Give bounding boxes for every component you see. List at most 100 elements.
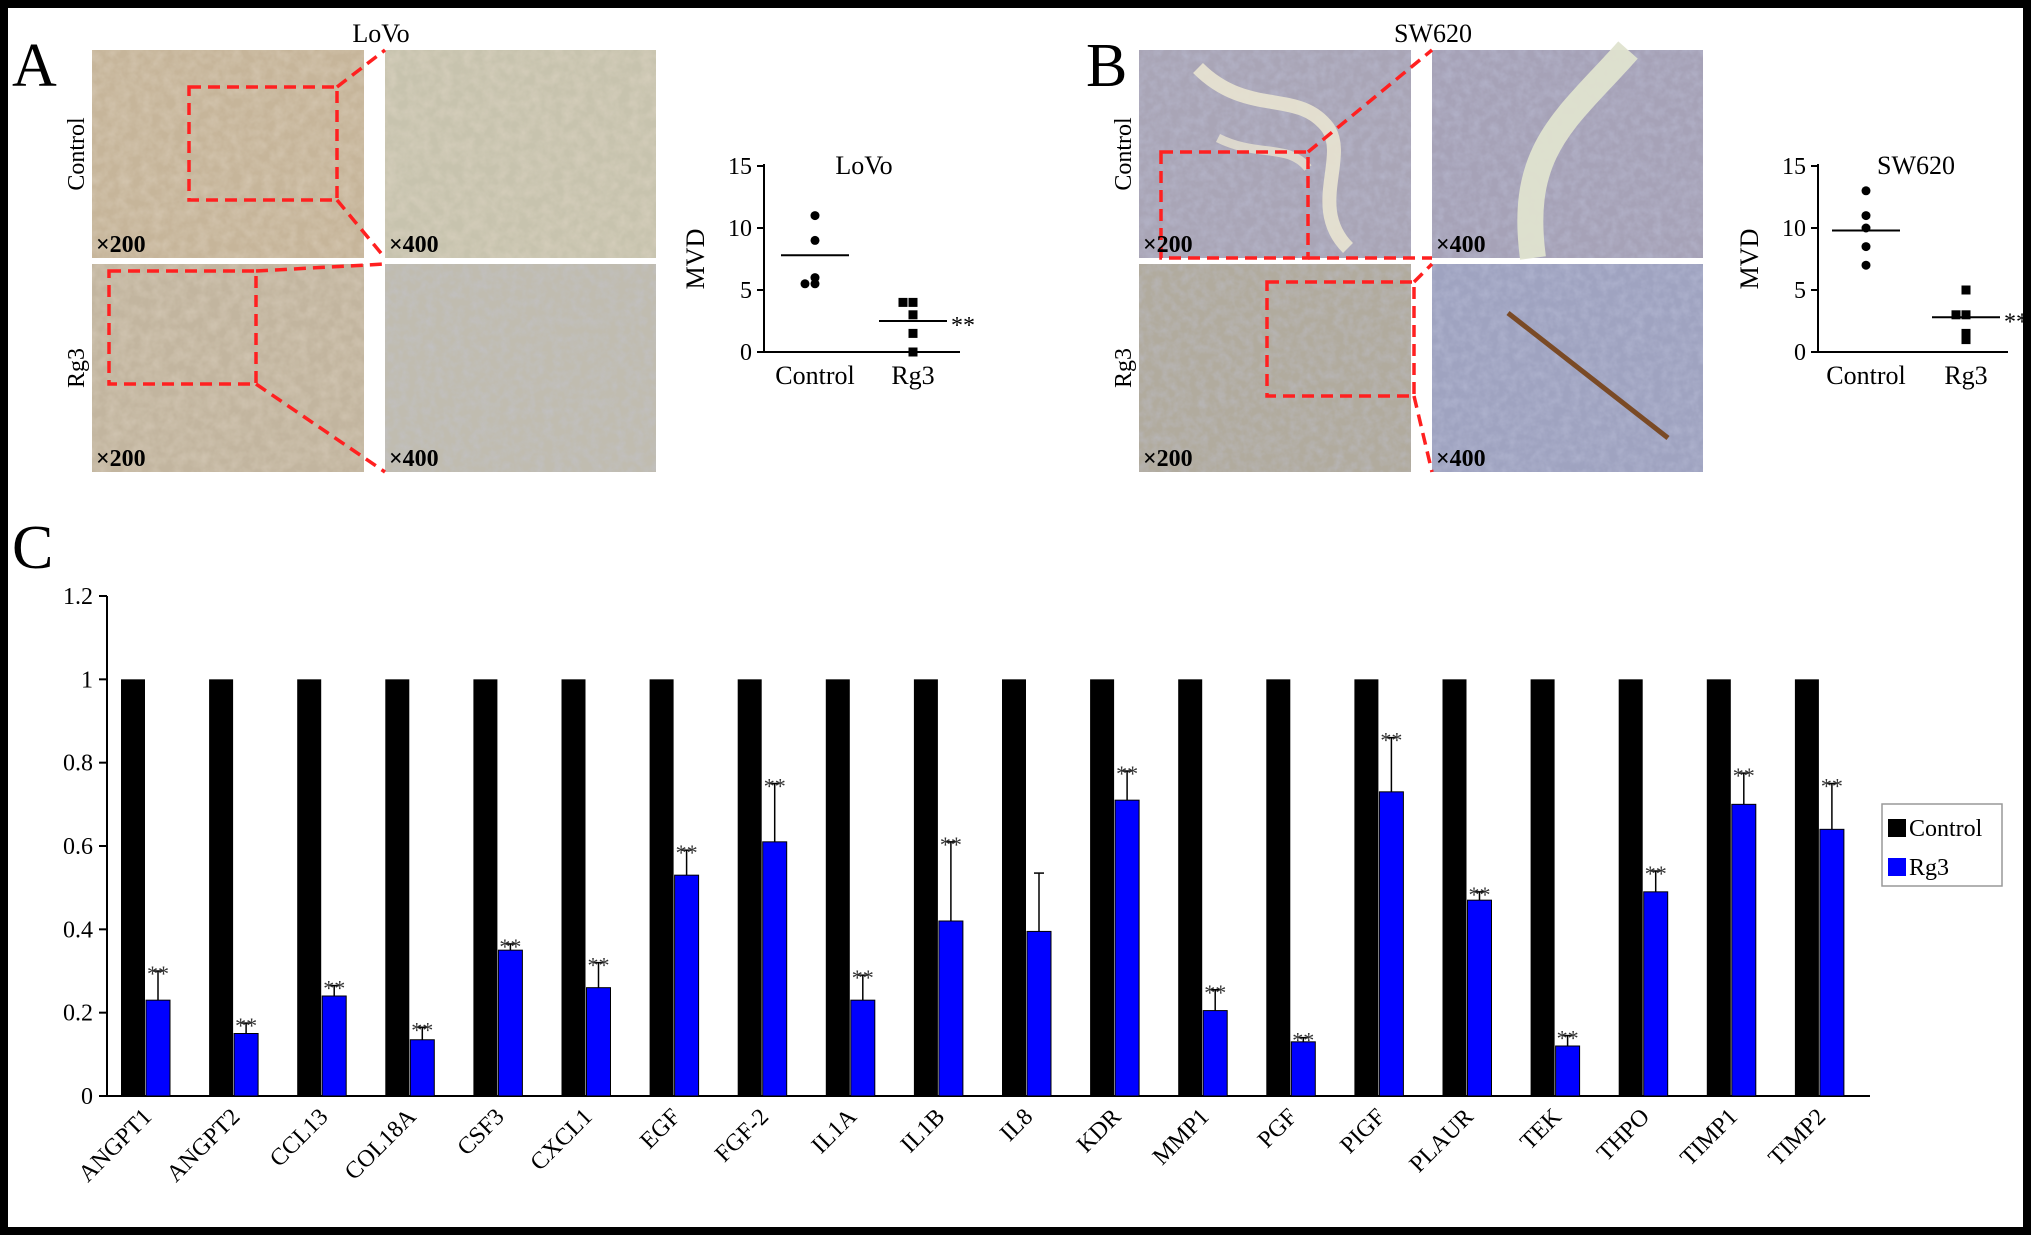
bar-rg3 <box>1378 791 1404 1097</box>
significance-marker: ** <box>1204 980 1226 1005</box>
data-point-control <box>810 211 820 221</box>
micrograph-sw620-rg3-x200 <box>1139 264 1411 472</box>
bar-control <box>1090 679 1115 1096</box>
significance-marker: ** <box>1557 1026 1579 1051</box>
y-tick-label: 1.2 <box>63 584 93 610</box>
bar-rg3 <box>938 920 964 1097</box>
bar-control <box>121 679 145 1096</box>
x-tick-label: ANGPT1 <box>74 1104 157 1187</box>
panel-b-micrographs: SW620 <box>1111 19 1703 473</box>
x-tick-label: PIGF <box>1335 1104 1390 1159</box>
roi-connector <box>255 382 386 474</box>
data-point-control <box>810 279 820 289</box>
micrograph-sw620-rg3-x400 <box>1432 264 1703 472</box>
panel-a-letter: A <box>12 32 57 100</box>
significance-marker: ** <box>852 965 874 990</box>
y-tick-label: 10 <box>728 216 752 242</box>
x-tick-label: THPO <box>1592 1104 1655 1167</box>
bar-rg3 <box>850 999 876 1097</box>
significance-marker: ** <box>951 313 975 339</box>
bar-rg3 <box>1114 799 1140 1097</box>
x-tick-label: Control <box>1826 361 1905 390</box>
x-tick-label: TIMP2 <box>1764 1104 1831 1171</box>
bar-control <box>649 679 674 1096</box>
x-tick-label: FGF-2 <box>710 1104 774 1168</box>
bar-control <box>209 679 234 1096</box>
bar-control <box>1442 679 1467 1096</box>
magnification-label: ×400 <box>389 446 439 472</box>
data-point-rg3 <box>1961 335 1971 345</box>
bar-control <box>1706 679 1731 1096</box>
significance-marker: ** <box>940 832 962 857</box>
bar-rg3 <box>586 987 611 1097</box>
legend-swatch-rg3 <box>1888 858 1906 876</box>
row-label-control: Control <box>64 117 90 191</box>
bar-control <box>1618 679 1643 1096</box>
magnification-label: ×200 <box>96 232 146 258</box>
panel-b-title: SW620 <box>1394 19 1472 48</box>
magnification-label: ×400 <box>389 232 439 258</box>
significance-marker: ** <box>323 976 345 1001</box>
data-point-control <box>810 273 820 283</box>
x-tick-label: IL8 <box>995 1104 1038 1147</box>
panel-b-letter: B <box>1086 32 1127 100</box>
significance-marker: ** <box>1292 1028 1314 1053</box>
x-tick-label: ANGPT2 <box>162 1104 245 1187</box>
x-tick-label: TEK <box>1515 1103 1567 1155</box>
y-axis-label: MVD <box>1735 229 1764 290</box>
x-tick-label: PLAUR <box>1405 1104 1479 1178</box>
x-tick-label: CCL13 <box>265 1104 333 1172</box>
data-point-rg3 <box>1961 310 1971 320</box>
bar-rg3 <box>409 1039 435 1097</box>
bar-control <box>473 679 498 1096</box>
x-tick-label: IL1B <box>896 1104 950 1158</box>
significance-marker: ** <box>499 934 521 959</box>
gene-expression-bar-chart: 0 0.2 0.4 0.6 0.8 1 1.2 ** ANGPT1 ** ANGPT2 ** CCL13… <box>63 584 2003 1187</box>
legend-label-control: Control <box>1909 816 1983 842</box>
bar-rg3 <box>674 874 700 1097</box>
significance-marker: ** <box>588 953 610 978</box>
row-label-control: Control <box>1111 117 1137 191</box>
panel-a-micrographs: LoVo <box>64 19 656 474</box>
bar-rg3 <box>1643 891 1669 1097</box>
mvd-plot-title: LoVo <box>835 151 892 180</box>
roi-connector <box>1412 395 1434 473</box>
y-tick-label: 1 <box>81 667 93 693</box>
y-tick-label: 15 <box>1782 154 1806 180</box>
bar-control <box>1002 679 1026 1096</box>
data-point-rg3 <box>908 310 918 320</box>
bar-control <box>561 679 586 1096</box>
y-axis-label: MVD <box>681 229 710 290</box>
x-tick-label: MMP1 <box>1148 1104 1214 1170</box>
magnification-label: ×400 <box>1436 446 1486 472</box>
bar-control <box>1266 679 1291 1096</box>
data-point-control <box>810 235 820 245</box>
bar-rg3 <box>321 995 347 1097</box>
bar-control <box>297 679 322 1096</box>
panel-a-title: LoVo <box>352 19 409 48</box>
bar-control <box>1530 679 1555 1096</box>
data-point-rg3 <box>908 297 918 307</box>
y-tick-label: 0.8 <box>63 751 93 777</box>
significance-marker: ** <box>147 961 169 986</box>
data-point-rg3 <box>898 297 908 307</box>
legend: Control Rg3 <box>1881 803 2003 887</box>
micrograph-lovo-control-x200 <box>92 50 364 258</box>
bar-rg3 <box>1202 1010 1228 1097</box>
roi-connector <box>1412 262 1434 284</box>
bar-control <box>385 679 410 1096</box>
data-point-rg3 <box>1961 285 1971 295</box>
magnification-label: ×200 <box>1143 446 1193 472</box>
micrograph-lovo-control-x400 <box>385 50 656 258</box>
mvd-plot-lovo: 0 5 10 15 LoVo MVD Control Rg3 ** <box>681 151 975 390</box>
data-point-rg3 <box>1961 328 1971 338</box>
magnification-label: ×200 <box>1143 232 1193 258</box>
significance-marker: ** <box>235 1013 257 1038</box>
y-tick-label: 15 <box>728 154 752 180</box>
bar-control <box>825 679 850 1096</box>
bar-rg3 <box>1290 1041 1316 1097</box>
y-tick-label: 0 <box>81 1084 93 1110</box>
roi-connector <box>1306 48 1434 154</box>
bar-rg3 <box>1555 1045 1581 1097</box>
figure-canvas: A B C LoVo <box>8 8 2028 1227</box>
